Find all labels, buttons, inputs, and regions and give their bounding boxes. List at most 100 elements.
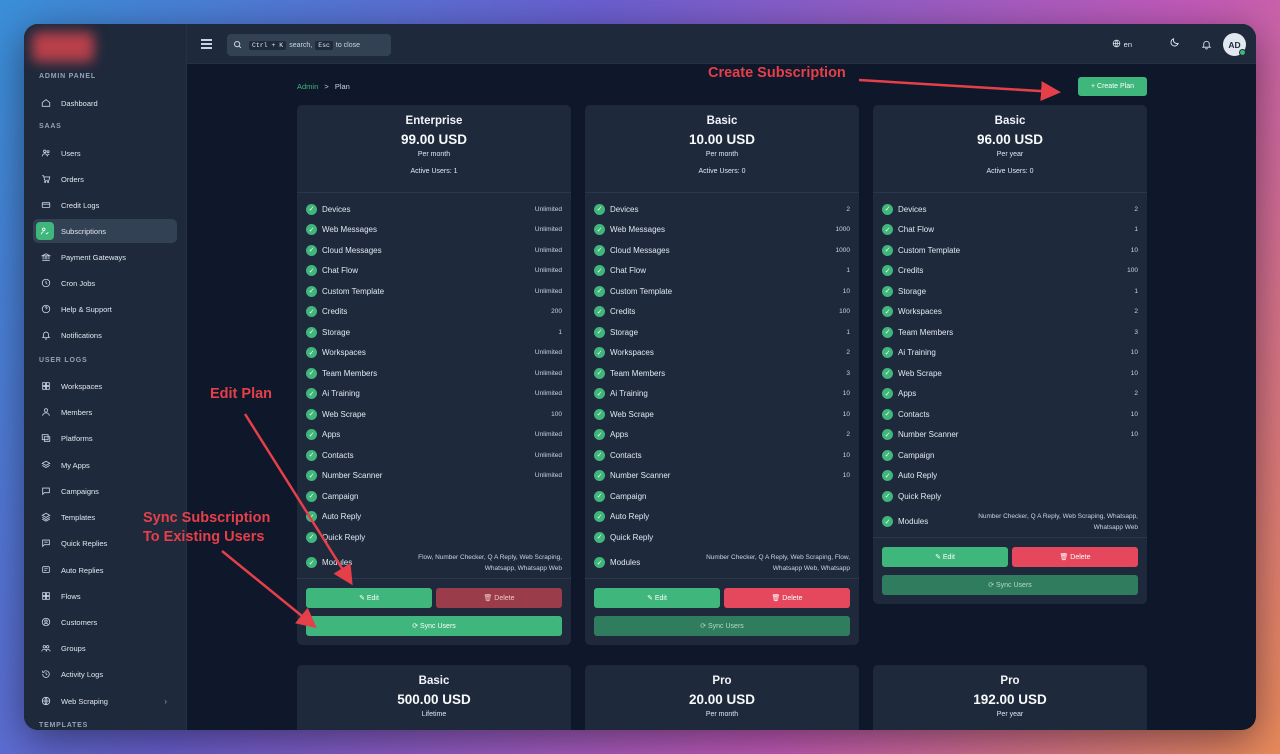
sidebar-item-cron-jobs[interactable]: Cron Jobs	[33, 271, 177, 295]
plan-card: Pro 20.00 USD Per month	[585, 665, 859, 730]
feature-row: ✓ Devices 2	[873, 199, 1147, 220]
feature-row-modules: ✓ Modules Number Checker, Q A Reply, Web…	[585, 548, 859, 578]
feature-row: ✓ Number Scanner 10	[585, 466, 859, 487]
feature-name: Number Scanner	[610, 471, 671, 481]
feature-value: 2	[846, 431, 850, 439]
users-icon	[39, 146, 53, 160]
sidebar-item-my-apps[interactable]: My Apps	[33, 453, 177, 477]
check-circle-icon: ✓	[306, 244, 317, 256]
feature-value: 10	[842, 472, 850, 480]
sidebar-item-subscriptions[interactable]: Subscriptions	[33, 219, 177, 243]
feature-row: ✓ Number Scanner Unlimited	[297, 466, 571, 487]
sidebar-item-label: Flows	[61, 591, 81, 601]
feature-name: Workspaces	[898, 307, 942, 317]
feature-value: Unlimited	[534, 287, 562, 295]
plan-active-users: Active Users: 1	[410, 168, 458, 175]
avatar[interactable]: AD	[1223, 33, 1246, 56]
sidebar-item-flows[interactable]: Flows	[33, 584, 177, 608]
plan-actions: ✎ Edit 🗑 Delete ⟳ Sync Users	[873, 536, 1147, 604]
check-circle-icon: ✓	[306, 347, 317, 359]
feature-row: ✓ Auto Reply	[585, 507, 859, 528]
menu-toggle-icon[interactable]	[201, 39, 212, 49]
breadcrumb-home[interactable]: Admin	[297, 82, 319, 91]
create-plan-button[interactable]: + Create Plan	[1078, 77, 1147, 96]
check-circle-icon: ✓	[882, 449, 893, 461]
moon-icon[interactable]	[1169, 37, 1180, 51]
sidebar-item-label: Campaigns	[61, 486, 99, 496]
sync-users-button[interactable]: ⟳ Sync Users	[882, 574, 1138, 595]
sidebar-item-templates[interactable]: Templates	[33, 505, 177, 529]
sidebar-item-label: Customers	[61, 617, 98, 627]
sidebar-item-platforms[interactable]: Platforms	[33, 426, 177, 450]
sidebar-item-help-support[interactable]: Help & Support	[33, 297, 177, 321]
edit-plan-button[interactable]: ✎ Edit	[594, 587, 720, 608]
sidebar-section-title: USER LOGS	[39, 357, 88, 364]
sidebar-item-groups[interactable]: Groups	[33, 636, 177, 660]
plan-period: Per year	[996, 711, 1024, 718]
check-circle-icon: ✓	[306, 203, 317, 215]
feature-row: ✓ Web Messages Unlimited	[297, 220, 571, 241]
app-window: ADMIN PANEL Dashboard SAAS Users Orders Credi…	[24, 24, 1256, 730]
sidebar-item-web-scraping[interactable]: Web Scraping ›	[33, 689, 177, 713]
feature-name: Storage	[610, 327, 639, 337]
language-selector[interactable]: en	[1112, 39, 1132, 50]
plan-card-header: Basic 500.00 USD Lifetime	[297, 665, 571, 730]
annotation-create: Create Subscription	[708, 65, 846, 81]
sidebar-item-auto-replies[interactable]: Auto Replies	[33, 558, 177, 582]
bell-icon[interactable]	[1201, 37, 1212, 55]
check-circle-icon: ✓	[594, 531, 605, 543]
feature-value: 1	[558, 328, 562, 336]
delete-plan-button[interactable]: 🗑 Delete	[1012, 546, 1138, 567]
check-circle-icon: ✓	[594, 347, 605, 359]
feature-name: Cloud Messages	[610, 245, 670, 255]
check-circle-icon: ✓	[306, 490, 317, 502]
sidebar-item-orders[interactable]: Orders	[33, 167, 177, 191]
check-circle-icon: ✓	[882, 408, 893, 420]
sidebar-item-members[interactable]: Members	[33, 400, 177, 424]
sidebar-item-workspaces[interactable]: Workspaces	[33, 374, 177, 398]
feature-name: Chat Flow	[610, 266, 647, 276]
sync-users-button[interactable]: ⟳ Sync Users	[306, 615, 562, 636]
button-row: ✎ Edit 🗑 Delete	[594, 587, 850, 608]
chat-icon	[39, 484, 53, 498]
feature-name: Campaign	[610, 491, 647, 501]
sidebar-item-payment-gateways[interactable]: Payment Gateways	[33, 245, 177, 269]
feature-row: ✓ Team Members 3	[873, 322, 1147, 343]
sidebar-item-label: Subscriptions	[61, 226, 107, 236]
sidebar-item-users[interactable]: Users	[33, 141, 177, 165]
plan-name: Pro	[1000, 675, 1020, 687]
feature-value: 3	[1134, 328, 1138, 336]
search-input[interactable]: Ctrl + K search, Esc to close	[227, 34, 391, 56]
sync-users-button[interactable]: ⟳ Sync Users	[594, 615, 850, 636]
check-circle-icon: ✓	[306, 265, 317, 277]
feature-row-modules: ✓ Modules Number Checker, Q A Reply, Web…	[873, 507, 1147, 537]
feature-row: ✓ Quick Reply	[297, 527, 571, 548]
check-circle-icon: ✓	[594, 388, 605, 400]
check-circle-icon: ✓	[882, 470, 893, 482]
feature-row-modules: ✓ Modules Flow, Number Checker, Q A Repl…	[297, 548, 571, 578]
plan-card-header: Enterprise 99.00 USD Per month Active Use…	[297, 105, 571, 193]
sidebar-item-campaigns[interactable]: Campaigns	[33, 479, 177, 503]
feature-row: ✓ Web Scrape 10	[873, 363, 1147, 384]
sidebar-item-activity-logs[interactable]: Activity Logs	[33, 662, 177, 686]
feature-name: Contacts	[610, 450, 642, 460]
search-icon	[233, 40, 242, 51]
sidebar-item-customers[interactable]: Customers	[33, 610, 177, 634]
sidebar-item-label: Web Scraping	[61, 696, 108, 706]
feature-value: 2	[846, 349, 850, 357]
sidebar-item-notifications[interactable]: Notifications	[33, 323, 177, 347]
delete-plan-button[interactable]: 🗑 Delete	[436, 587, 562, 608]
delete-plan-button[interactable]: 🗑 Delete	[724, 587, 850, 608]
sidebar-item-dashboard[interactable]: Dashboard	[33, 91, 177, 115]
feature-value: 1	[846, 328, 850, 336]
feature-name: Modules	[610, 558, 641, 567]
sidebar-item-quick-replies[interactable]: Quick Replies	[33, 531, 177, 555]
edit-plan-button[interactable]: ✎ Edit	[306, 587, 432, 608]
feature-name: Team Members	[898, 327, 954, 337]
feature-name: Web Scrape	[610, 409, 654, 419]
feature-row: ✓ Chat Flow Unlimited	[297, 261, 571, 282]
feature-value: 2	[846, 205, 850, 213]
sidebar-item-credit-logs[interactable]: Credit Logs	[33, 193, 177, 217]
edit-plan-button[interactable]: ✎ Edit	[882, 546, 1008, 567]
plan-period: Lifetime	[421, 711, 447, 718]
